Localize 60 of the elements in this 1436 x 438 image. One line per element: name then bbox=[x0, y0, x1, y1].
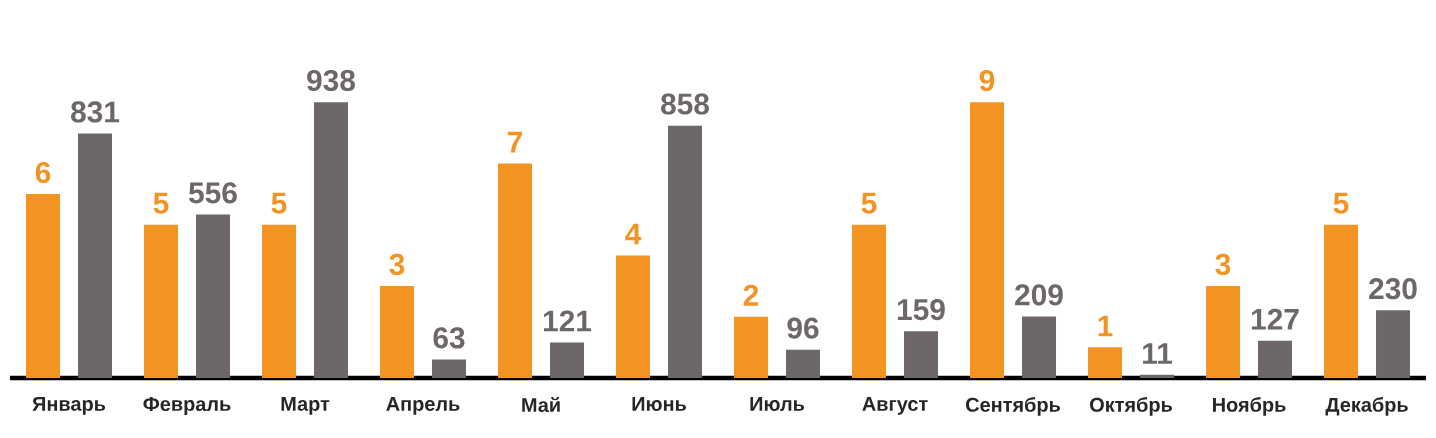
data-label: 121 bbox=[543, 310, 592, 332]
x-tick-label: Февраль bbox=[143, 397, 231, 415]
data-label: 858 bbox=[661, 93, 709, 115]
data-label: 3 bbox=[1215, 253, 1231, 276]
bar bbox=[1324, 224, 1359, 378]
bar bbox=[380, 286, 415, 378]
bar bbox=[26, 194, 60, 378]
data-label: 63 bbox=[433, 327, 465, 349]
x-tick-label: Апрель bbox=[386, 397, 460, 415]
data-label: 96 bbox=[787, 317, 819, 339]
x-tick-label: Август bbox=[862, 397, 928, 415]
data-label: 3 bbox=[389, 253, 405, 276]
bar bbox=[668, 125, 703, 378]
data-label: 6 bbox=[35, 161, 51, 184]
data-label: 831 bbox=[71, 101, 120, 123]
data-label: 1 bbox=[1098, 315, 1113, 337]
x-tick-label: Март bbox=[281, 397, 330, 415]
data-label: 127 bbox=[1251, 308, 1299, 330]
data-label: 938 bbox=[307, 69, 355, 92]
bar bbox=[1088, 347, 1123, 378]
x-tick-label: Сентябрь bbox=[966, 397, 1061, 416]
bar bbox=[262, 224, 296, 378]
data-label: 2 bbox=[743, 284, 759, 306]
bar bbox=[1258, 340, 1293, 378]
data-label: 209 bbox=[1015, 284, 1063, 306]
bar bbox=[904, 331, 939, 378]
x-tick-label: Ноябрь bbox=[1213, 397, 1286, 416]
bar bbox=[144, 224, 178, 378]
x-tick-label: Май bbox=[522, 397, 560, 413]
bar bbox=[1022, 316, 1057, 378]
bar bbox=[852, 224, 887, 378]
bar bbox=[432, 359, 467, 378]
data-label: 5 bbox=[1333, 192, 1349, 214]
data-label: 9 bbox=[979, 69, 995, 92]
x-tick-label: Июнь bbox=[632, 397, 687, 411]
x-tick-label: Январь bbox=[32, 397, 106, 415]
bar bbox=[550, 342, 585, 378]
data-label: 230 bbox=[1369, 278, 1417, 300]
data-label: 556 bbox=[188, 182, 237, 204]
bar bbox=[78, 133, 112, 378]
data-label: 4 bbox=[625, 223, 642, 245]
bar bbox=[1376, 310, 1411, 378]
bar bbox=[196, 214, 230, 378]
bar bbox=[970, 102, 1005, 378]
data-label: 5 bbox=[861, 192, 877, 214]
data-label: 159 bbox=[897, 299, 945, 321]
bar bbox=[1206, 286, 1241, 378]
bar bbox=[498, 163, 533, 378]
data-label: 11 bbox=[1143, 343, 1172, 364]
bar bbox=[734, 316, 769, 378]
bar bbox=[616, 255, 651, 378]
data-label: 7 bbox=[507, 131, 523, 153]
data-label: 5 bbox=[271, 192, 287, 214]
data-label: 5 bbox=[153, 192, 169, 214]
bar bbox=[1140, 374, 1175, 378]
x-tick-label: Июль bbox=[750, 397, 805, 411]
x-tick-label: Октябрь bbox=[1090, 397, 1172, 416]
bar bbox=[314, 102, 349, 378]
bar bbox=[786, 349, 821, 378]
x-tick-label: Декабрь bbox=[1325, 397, 1408, 416]
